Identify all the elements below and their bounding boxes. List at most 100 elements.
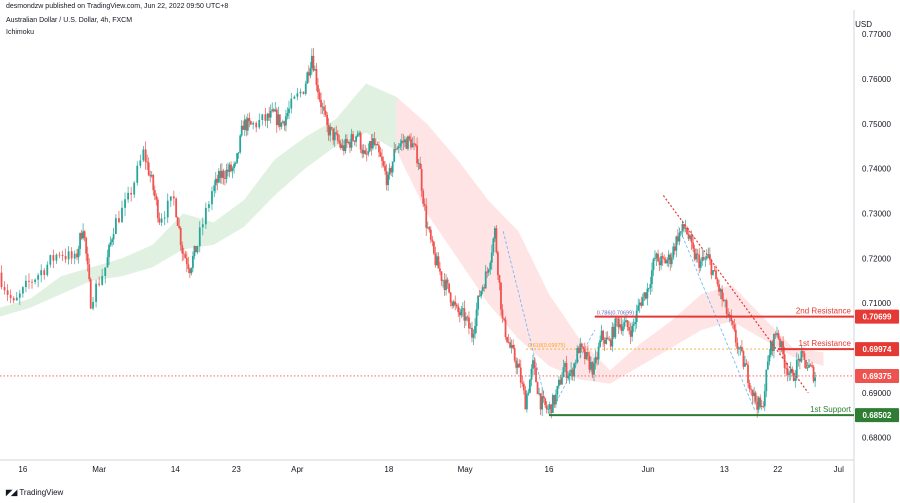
candle-body: [504, 319, 507, 338]
candle-body: [698, 254, 701, 268]
candle-body: [651, 270, 653, 285]
candle-body: [394, 148, 397, 150]
candle-body: [457, 306, 460, 313]
candle-body: [156, 199, 159, 219]
candle-body: [583, 348, 586, 360]
candle-body: [718, 284, 720, 292]
tradingview-brand: ◤◢ TradingView: [6, 488, 63, 497]
candle-body: [768, 354, 771, 362]
candle-body: [271, 109, 274, 111]
cloud-segment: [305, 119, 336, 169]
candle-body: [442, 280, 444, 282]
candle-body: [368, 141, 371, 152]
candle-body: [315, 69, 318, 86]
candle-body: [188, 269, 191, 274]
candle-body: [293, 96, 296, 99]
candle-body: [142, 149, 145, 161]
candle-body: [527, 392, 530, 395]
indicator-name[interactable]: Ichimoku: [6, 29, 35, 36]
candle-body: [228, 164, 231, 172]
candle-body: [307, 72, 310, 76]
candle-body: [318, 92, 321, 100]
price-tag-box: [855, 309, 899, 324]
candle-body: [660, 256, 662, 266]
candle-body: [264, 114, 267, 121]
candle-body: [346, 138, 348, 143]
candle-body: [283, 121, 286, 126]
candle-body: [814, 377, 817, 382]
candle-body: [500, 282, 502, 310]
candle-body: [582, 347, 585, 349]
candle-body: [195, 246, 197, 253]
candle-body: [417, 163, 420, 164]
candle-body: [678, 232, 681, 242]
candle-body: [245, 119, 248, 131]
candle-body: [217, 171, 220, 183]
candle-body: [166, 200, 169, 218]
candle-body: [524, 390, 527, 410]
candle-body: [49, 255, 52, 265]
cloud-segment: [213, 200, 244, 245]
candle-body: [481, 287, 484, 292]
x-tick-label: 16: [18, 465, 27, 474]
candle-body: [391, 161, 394, 173]
candle-body: [591, 362, 594, 375]
candle-body: [478, 295, 481, 297]
candle-body: [364, 150, 367, 154]
candle-body: [577, 347, 580, 354]
candle-body: [751, 389, 754, 397]
y-tick-label: 0.73000: [862, 209, 891, 218]
candle-body: [37, 275, 40, 280]
candle-body: [544, 398, 547, 406]
candle-body: [652, 259, 655, 271]
candle-body: [285, 116, 287, 126]
candle-body: [290, 98, 293, 109]
candle-body: [327, 124, 330, 136]
candle-body: [647, 288, 650, 289]
y-tick-label: 0.71000: [862, 299, 891, 308]
candle-body: [506, 337, 508, 342]
candle-body: [667, 254, 670, 261]
level-label: 2nd Resistance: [796, 307, 852, 316]
candle-body: [330, 126, 333, 129]
candle-body: [780, 341, 783, 348]
candle-body: [405, 139, 408, 149]
candle-body: [237, 152, 240, 154]
candle-body: [536, 382, 539, 394]
candle-body: [419, 163, 422, 169]
candle-body: [658, 261, 661, 266]
cloud-segment: [701, 285, 732, 331]
candle-body: [615, 318, 618, 320]
candle-body: [710, 259, 713, 275]
candle-body: [158, 218, 161, 223]
candle-body: [681, 224, 684, 232]
candle-body: [611, 326, 614, 347]
candle-body: [213, 185, 216, 192]
candle-body: [455, 304, 458, 307]
symbol-title[interactable]: Australian Dollar / U.S. Dollar, 4h, FXC…: [6, 17, 133, 24]
y-tick-label: 0.72000: [862, 254, 891, 263]
candle-body: [216, 178, 219, 183]
candle-body: [619, 324, 621, 328]
ichimoku-cloud: [0, 83, 824, 384]
candle-body: [800, 351, 803, 362]
candle-body: [118, 218, 120, 223]
candle-body: [445, 279, 447, 291]
candle-body: [108, 244, 110, 258]
candle-body: [493, 228, 496, 239]
candle-body: [567, 375, 569, 379]
candle-body: [670, 257, 673, 265]
candle-body: [454, 301, 457, 305]
candle-body: [663, 258, 666, 260]
candle-body: [367, 151, 370, 155]
candle-body: [573, 363, 576, 377]
axis-frame: [0, 10, 855, 503]
candle-body: [759, 397, 762, 407]
candle-body: [773, 333, 775, 352]
x-tick-label: 18: [384, 465, 393, 474]
candle-body: [152, 175, 155, 191]
candle-body: [736, 342, 739, 349]
candle-body: [715, 270, 717, 280]
candle-body: [350, 134, 353, 148]
